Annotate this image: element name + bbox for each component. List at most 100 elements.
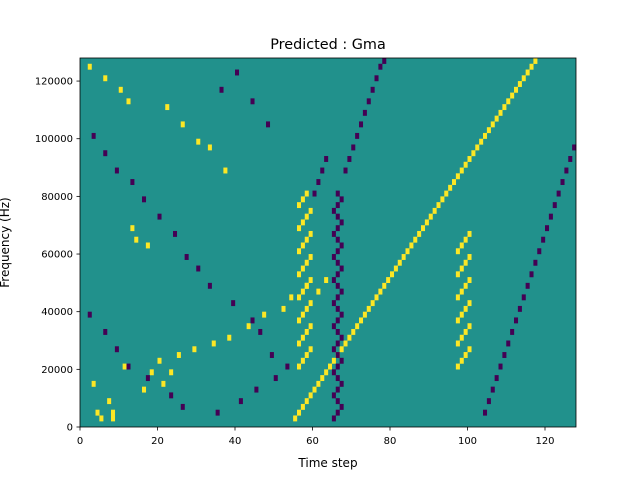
heatmap-cell-high xyxy=(517,81,522,87)
heatmap-cell-low xyxy=(339,380,344,387)
heatmap-cell-low xyxy=(331,207,336,214)
y-tick-label: 0 xyxy=(67,423,73,434)
heatmap-cell-high xyxy=(223,167,228,174)
heatmap-cell-high xyxy=(107,398,112,405)
heatmap-cell-high xyxy=(297,340,302,347)
heatmap-cell-high xyxy=(483,132,488,139)
heatmap-cell-low xyxy=(490,386,495,393)
heatmap-cell-high xyxy=(459,265,464,272)
heatmap-cell-low xyxy=(103,328,108,335)
heatmap-cell-high xyxy=(180,121,185,128)
heatmap-cell-high xyxy=(455,294,460,301)
heatmap-cell-high xyxy=(436,202,441,209)
heatmap-cell-high xyxy=(316,380,321,387)
heatmap-cell-high xyxy=(498,109,503,116)
heatmap-cell-high xyxy=(300,288,305,295)
heatmap-cell-high xyxy=(103,75,108,82)
heatmap-cell-high xyxy=(300,196,305,203)
y-axis: 0 20000 40000 60000 80000 100000 120000 xyxy=(35,77,80,434)
heatmap-cell-high xyxy=(455,173,460,180)
heatmap-cell-low xyxy=(316,179,321,185)
heatmap-cell-high xyxy=(95,409,100,416)
heatmap-cell-high xyxy=(111,415,116,422)
heatmap-cell-high xyxy=(378,288,383,295)
heatmap-cell-low xyxy=(285,363,290,370)
heatmap-cell-low xyxy=(545,225,550,232)
y-axis-label: Frequency (Hz) xyxy=(0,197,12,288)
heatmap-cell-high xyxy=(300,242,305,249)
heatmap-cell-low xyxy=(250,317,255,324)
heatmap-cell-low xyxy=(564,167,569,174)
heatmap-cell-low xyxy=(339,219,344,226)
heatmap-cell-low xyxy=(335,328,340,335)
heatmap-cell-high xyxy=(366,305,371,312)
heatmap-cell-high xyxy=(320,375,325,382)
heatmap-cell-high xyxy=(304,259,309,266)
x-tick-label: 100 xyxy=(458,436,477,447)
heatmap-cell-low xyxy=(339,357,344,364)
heatmap-cell-high xyxy=(455,317,460,324)
heatmap-cell-high xyxy=(316,288,321,295)
x-tick-label: 60 xyxy=(306,436,319,447)
heatmap-cell-low xyxy=(331,415,336,422)
heatmap-cell-high xyxy=(459,167,464,174)
heatmap-cell-high xyxy=(328,363,333,370)
heatmap-cell-low xyxy=(494,375,499,382)
heatmap-cell-low xyxy=(335,305,340,312)
heatmap-cell-low xyxy=(324,156,329,162)
heatmap-cell-low xyxy=(339,242,344,249)
heatmap-cell-low xyxy=(339,311,344,318)
heatmap-cell-low xyxy=(339,265,344,272)
heatmap-cell-low xyxy=(351,144,356,151)
heatmap-cell-high xyxy=(339,346,344,353)
heatmap-cell-high xyxy=(351,328,356,335)
heatmap-cell-high xyxy=(459,242,464,249)
x-axis: 0 20 40 60 80 100 120 xyxy=(77,427,555,447)
heatmap-cell-low xyxy=(331,323,336,330)
heatmap-cell-high xyxy=(463,259,468,266)
y-tick-label: 60000 xyxy=(41,250,73,261)
heatmap-cell-low xyxy=(331,346,336,353)
x-tick-label: 20 xyxy=(151,436,164,447)
heatmap-cell-low xyxy=(219,86,224,93)
heatmap-cell-low xyxy=(529,271,534,278)
heatmap-cell-high xyxy=(312,386,317,393)
heatmap-cell-high xyxy=(455,248,460,255)
heatmap-cell-low xyxy=(331,277,336,284)
heatmap-cell-high xyxy=(324,277,329,284)
heatmap-cell-low xyxy=(169,392,174,399)
heatmap-cell-low xyxy=(548,213,553,220)
heatmap-cell-low xyxy=(335,294,340,301)
heatmap-cell-high xyxy=(386,277,391,284)
heatmap-cell-high xyxy=(471,150,476,157)
heatmap-cell-high xyxy=(300,334,305,341)
heatmap-cell-high xyxy=(145,242,150,249)
heatmap-cell-high xyxy=(300,403,305,410)
heatmap-cell-high xyxy=(486,127,491,134)
heatmap-cell-high xyxy=(300,357,305,364)
heatmap-cell-high xyxy=(525,69,530,76)
heatmap-cell-low xyxy=(335,225,340,232)
heatmap-cell-high xyxy=(455,340,460,347)
heatmap-cell-low xyxy=(486,398,491,405)
heatmap-cell-high xyxy=(304,282,309,289)
x-tick-label: 0 xyxy=(77,436,83,447)
heatmap-cell-low xyxy=(335,259,340,266)
heatmap-cell-high xyxy=(196,138,201,145)
heatmap-cell-high xyxy=(297,317,302,324)
heatmap-cell-high xyxy=(157,357,162,364)
heatmap-cell-high xyxy=(308,300,313,307)
heatmap-cell-high xyxy=(343,340,348,347)
y-tick-label: 20000 xyxy=(41,365,73,376)
heatmap-cell-high xyxy=(459,311,464,318)
heatmap-cell-low xyxy=(514,317,519,324)
y-tick-label: 40000 xyxy=(41,307,73,318)
heatmap-cell-low xyxy=(335,386,340,393)
heatmap-cell-low xyxy=(215,409,220,416)
heatmap-cell-high xyxy=(227,334,232,341)
heatmap-cell-low xyxy=(126,363,131,370)
heatmap-cell-high xyxy=(308,230,313,237)
heatmap-cell-low xyxy=(335,409,340,416)
heatmap-cell-high xyxy=(304,328,309,335)
